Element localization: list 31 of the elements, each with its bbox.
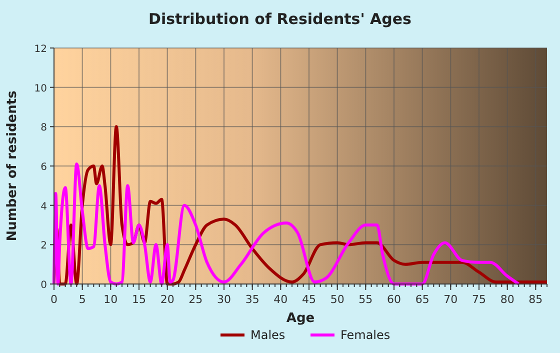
x-tick-label: 40 bbox=[274, 293, 288, 306]
x-tick-label: 35 bbox=[245, 293, 260, 306]
y-tick-label: 6 bbox=[40, 162, 47, 173]
x-tick-label: 60 bbox=[387, 293, 401, 306]
x-tick-label: 75 bbox=[472, 293, 486, 306]
x-tick-label: 5 bbox=[78, 293, 86, 306]
x-tick-label: 45 bbox=[302, 293, 316, 306]
x-tick-label: 80 bbox=[500, 293, 514, 306]
x-tick-label: 25 bbox=[188, 293, 203, 306]
line-series bbox=[52, 162, 520, 286]
x-tick-label: 30 bbox=[217, 293, 231, 306]
x-tick-label: 0 bbox=[50, 293, 58, 306]
x-tick-label: 55 bbox=[358, 293, 373, 306]
x-axis-title: Age bbox=[286, 311, 315, 326]
y-tick-label: 0 bbox=[40, 280, 47, 291]
legend-label: Males bbox=[250, 328, 286, 342]
y-tick-label: 10 bbox=[34, 83, 47, 94]
x-tick-label: 15 bbox=[132, 293, 146, 306]
x-tick-label: 10 bbox=[104, 293, 118, 306]
y-tick-label: 12 bbox=[34, 44, 47, 55]
y-tick-label: 2 bbox=[40, 240, 47, 252]
y-tick-label: 4 bbox=[40, 201, 47, 212]
chart-title: Distribution of Residents' Ages bbox=[148, 10, 412, 28]
x-tick-label: 65 bbox=[415, 293, 430, 306]
y-axis-title: Number of residents bbox=[5, 90, 20, 242]
x-tick-label: 50 bbox=[330, 293, 344, 306]
y-tick-label: 8 bbox=[40, 122, 47, 134]
x-tick-label: 20 bbox=[160, 293, 174, 306]
legend-label: Females bbox=[340, 328, 390, 342]
x-tick-label: 85 bbox=[528, 293, 543, 306]
x-tick-label: 70 bbox=[444, 293, 458, 306]
